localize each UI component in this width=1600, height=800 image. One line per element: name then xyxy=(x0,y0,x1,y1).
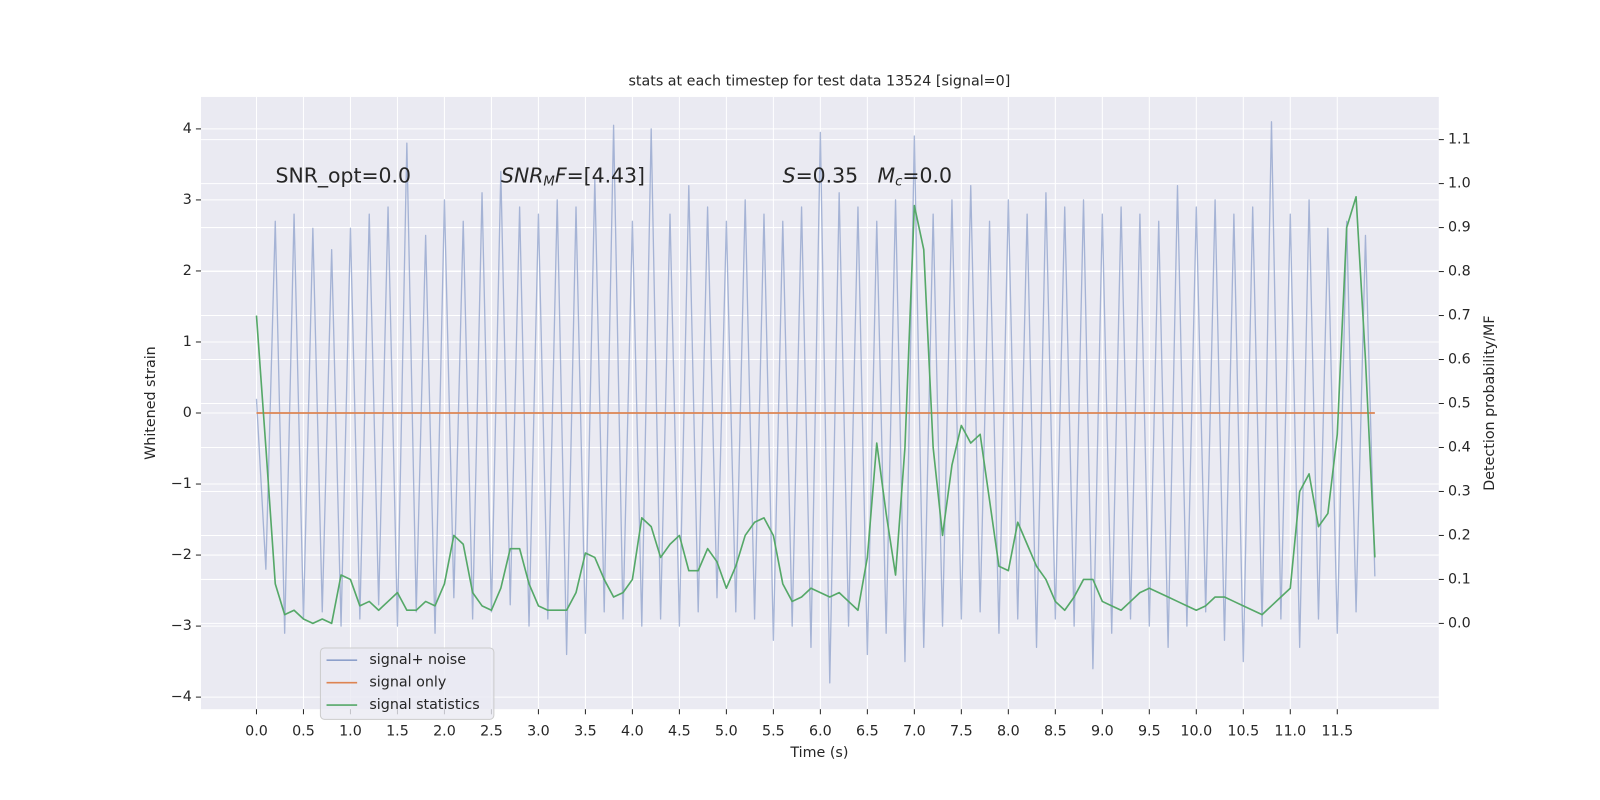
y-axis-label: Whitened strain xyxy=(143,346,159,460)
x-tick-label: 3.0 xyxy=(527,724,550,740)
legend-label: signal only xyxy=(369,675,446,691)
x-tick-label: 5.0 xyxy=(715,724,738,740)
annotation-part: =[4.43] xyxy=(567,164,645,188)
x-tick-label: 11.5 xyxy=(1321,724,1353,740)
y2-tick-label: 0.0 xyxy=(1448,615,1471,631)
x-tick-label: 3.5 xyxy=(574,724,597,740)
y-tick-label: −1 xyxy=(171,476,192,492)
y-tick-label: 1 xyxy=(183,334,192,350)
annotations: SNR_opt=0.0 SNRMF=[4.43] S=0.35 Mc=0.0 xyxy=(276,164,952,190)
annotation: S=0.35 Mc=0.0 xyxy=(783,164,952,190)
x-tick-label: 9.0 xyxy=(1091,724,1114,740)
y2-tick-label: 0.1 xyxy=(1448,571,1471,587)
annotation-part: M xyxy=(543,175,555,190)
legend-box xyxy=(319,647,495,720)
annotation: SNRMF=[4.43] xyxy=(501,164,645,190)
x-tick-label: 11.0 xyxy=(1274,724,1306,740)
legend-label: signal statistics xyxy=(369,697,479,713)
x-tick-label: 10.5 xyxy=(1227,724,1259,740)
x-tick-label: 0.0 xyxy=(245,724,268,740)
x-tick-label: 1.0 xyxy=(339,724,362,740)
y-tick-label: −2 xyxy=(171,547,192,563)
x-tick-label: 6.0 xyxy=(809,724,832,740)
y2-tick-label: 0.9 xyxy=(1448,220,1471,236)
series-line xyxy=(255,121,1376,684)
chart-title: stats at each timestep for test data 135… xyxy=(628,74,1010,90)
annotation-part: S xyxy=(783,164,796,188)
y2-axis-label: Detection probability/MF xyxy=(1482,315,1498,490)
x-tick-label: 7.5 xyxy=(950,724,973,740)
y-tick-label: 0 xyxy=(183,405,192,421)
y2-tick-label: 0.2 xyxy=(1448,527,1471,543)
y2-tick-label: 0.8 xyxy=(1448,264,1471,280)
x-tick-label: 2.5 xyxy=(480,724,503,740)
y2-tick-label: 1.1 xyxy=(1448,132,1471,148)
y-tick-label: −3 xyxy=(171,618,192,634)
annotation-part: M xyxy=(878,164,896,188)
annotation-part: SNR_opt=0.0 xyxy=(276,164,412,189)
x-tick-label: 8.5 xyxy=(1044,724,1067,740)
x-tick-label: 7.0 xyxy=(903,724,926,740)
lines xyxy=(255,121,1376,684)
x-tick-label: 4.5 xyxy=(668,724,691,740)
series-line xyxy=(255,195,1376,625)
y2-tick-label: 0.7 xyxy=(1448,308,1471,324)
annotation-part: =0.35 xyxy=(796,164,878,188)
y2-tick-label: 0.3 xyxy=(1448,483,1471,499)
y-tick-label: 2 xyxy=(183,263,192,279)
x-axis-label: Time (s) xyxy=(789,745,848,761)
y-tick-label: −4 xyxy=(171,689,192,705)
x-tick-label: 4.0 xyxy=(621,724,644,740)
y2-tick-label: 0.5 xyxy=(1448,396,1471,412)
y2-tick-label: 0.4 xyxy=(1448,439,1471,455)
annotation-part: SNR xyxy=(501,164,543,188)
grid: 0.0 0.5 1.0 1.5 2.0 2.5 3.0 3.5 4.0 4.5 5.0 5.5 6.0 6… xyxy=(171,96,1471,740)
x-tick-label: 0.5 xyxy=(292,724,315,740)
y-tick-label: 4 xyxy=(183,121,192,137)
x-tick-label: 10.0 xyxy=(1180,724,1212,740)
legend-label: signal+ noise xyxy=(369,652,466,668)
x-tick-label: 5.5 xyxy=(762,724,785,740)
annotation-part: F xyxy=(555,164,567,188)
y-tick-label: 3 xyxy=(183,192,192,208)
annotation: SNR_opt=0.0 xyxy=(276,164,412,189)
y2-tick-label: 1.0 xyxy=(1448,176,1471,192)
annotation-part: c xyxy=(895,175,903,190)
y2-tick-label: 0.6 xyxy=(1448,352,1471,368)
x-tick-label: 9.5 xyxy=(1138,724,1161,740)
x-tick-label: 1.5 xyxy=(386,724,409,740)
legend: signal+ noise signal only signal statistic… xyxy=(319,647,495,720)
x-tick-label: 2.0 xyxy=(433,724,456,740)
x-tick-label: 8.0 xyxy=(997,724,1020,740)
x-tick-label: 6.5 xyxy=(856,724,879,740)
annotation-part: =0.0 xyxy=(902,164,952,188)
